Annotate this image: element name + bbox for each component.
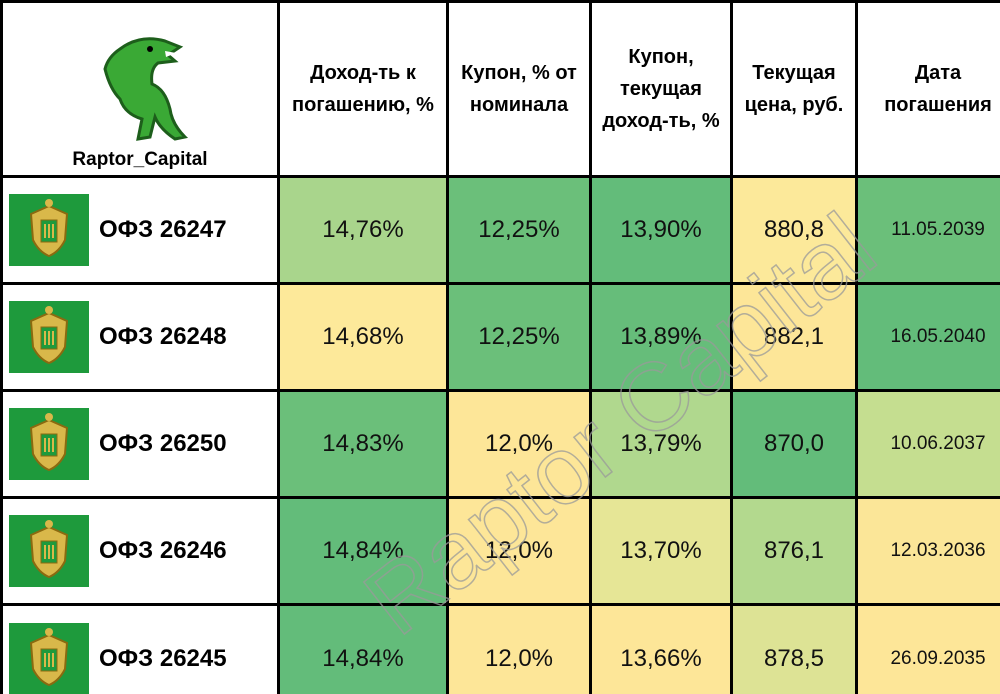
value-cell: 870,0 (733, 392, 855, 496)
flag-icon (9, 515, 89, 587)
raptor-logo (103, 37, 189, 141)
value-cell: 878,5 (733, 606, 855, 694)
bond-name: ОФЗ 26245 (99, 645, 227, 672)
bond-name: ОФЗ 26247 (99, 216, 227, 243)
flag-icon (9, 194, 89, 266)
value-cell: 882,1 (733, 285, 855, 389)
bond-name-cell: ОФЗ 26246 (3, 499, 277, 603)
value-cell: 14,84% (280, 606, 446, 694)
bond-name: ОФЗ 26250 (99, 430, 227, 457)
date-cell: 16.05.2040 (858, 285, 1000, 389)
bond-name-cell: ОФЗ 26248 (3, 285, 277, 389)
header-cell: Текущая цена, руб. (733, 3, 855, 175)
value-cell: 13,66% (592, 606, 730, 694)
flag-icon (9, 623, 89, 694)
bond-name-cell: ОФЗ 26247 (3, 178, 277, 282)
date-cell: 11.05.2039 (858, 178, 1000, 282)
logo-cell: Raptor_Capital (3, 3, 277, 175)
value-cell: 14,84% (280, 499, 446, 603)
value-cell: 876,1 (733, 499, 855, 603)
value-cell: 12,25% (449, 285, 589, 389)
brand: Raptor_Capital (72, 149, 208, 170)
value-cell: 12,25% (449, 178, 589, 282)
value-cell: 13,79% (592, 392, 730, 496)
value-cell: 13,70% (592, 499, 730, 603)
flag-icon (9, 408, 89, 480)
header-cell: Дата погашения (858, 3, 1000, 175)
value-cell: 12,0% (449, 606, 589, 694)
bond-name-cell: ОФЗ 26245 (3, 606, 277, 694)
flag-icon (9, 301, 89, 373)
header-cell: Купон, % от номинала (449, 3, 589, 175)
header-cell: Доход-ть к погашению, % (280, 3, 446, 175)
value-cell: 13,90% (592, 178, 730, 282)
date-cell: 10.06.2037 (858, 392, 1000, 496)
date-cell: 12.03.2036 (858, 499, 1000, 603)
value-cell: 14,83% (280, 392, 446, 496)
value-cell: 13,89% (592, 285, 730, 389)
header-cell: Купон, текущая доход-ть, % (592, 3, 730, 175)
value-cell: 14,76% (280, 178, 446, 282)
bond-name-cell: ОФЗ 26250 (3, 392, 277, 496)
value-cell: 880,8 (733, 178, 855, 282)
value-cell: 12,0% (449, 499, 589, 603)
value-cell: 12,0% (449, 392, 589, 496)
value-cell: 14,68% (280, 285, 446, 389)
bond-name: ОФЗ 26246 (99, 537, 227, 564)
date-cell: 26.09.2035 (858, 606, 1000, 694)
bond-name: ОФЗ 26248 (99, 323, 227, 350)
